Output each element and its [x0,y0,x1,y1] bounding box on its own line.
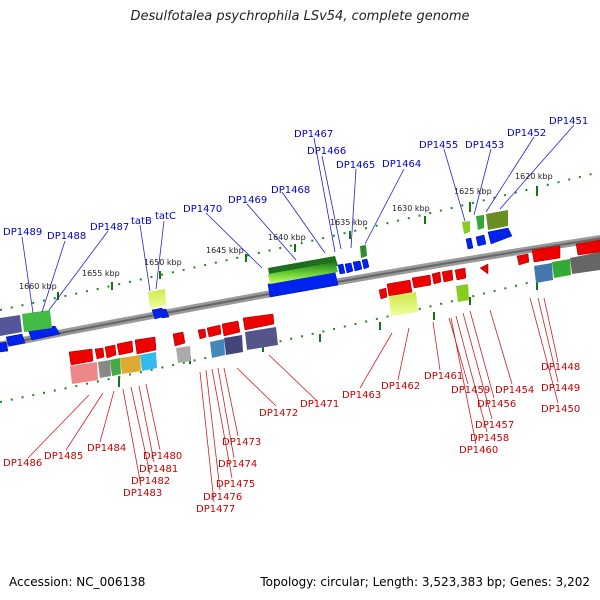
gene-label: tatB [131,216,152,227]
gene-label: DP1482 [131,476,170,487]
scale-label: 1630 kbp [392,204,430,213]
scale-label: 1645 kbp [206,246,244,255]
gene-label: DP1457 [475,420,514,431]
gene-label: DP1477 [196,504,235,515]
leader-lines-bottom [27,297,559,503]
gene-label: DP1474 [218,459,257,470]
gene-label: DP1489 [3,227,42,238]
gene-label: DP1471 [300,399,339,410]
scale-ruler-bottom [0,264,600,403]
scale-label: 1660 kbp [19,282,57,291]
scale-label: 1650 kbp [144,258,182,267]
genome-backbone [0,235,600,349]
scale-ruler-top [0,171,600,311]
gene-label: DP1466 [307,146,346,157]
gene-label: DP1475 [216,479,255,490]
leader-lines-top [21,124,575,314]
gene-label: DP1464 [382,159,421,170]
gene-labels-top[interactable]: DP1451 DP1452 DP1453 DP1455 DP1464 DP146… [3,116,588,242]
gene-label: DP1487 [90,222,129,233]
gene-label: DP1452 [507,128,546,139]
gene-label: DP1456 [477,399,516,410]
gene-label: DP1455 [419,140,458,151]
gene-labels-bottom[interactable]: DP1448 DP1449 DP1450 DP1454 DP1456 DP145… [3,362,580,515]
gene-label: DP1451 [549,116,588,127]
gene-label: DP1460 [459,445,498,456]
gene-label: DP1484 [87,443,126,454]
scale-label: 1620 kbp [515,172,553,181]
feature-tracks [0,210,600,384]
gene-label: DP1470 [183,204,222,215]
gene-label: DP1453 [465,140,504,151]
gene-label: DP1458 [470,433,509,444]
gene-label: DP1454 [495,385,534,396]
gene-label: DP1461 [424,371,463,382]
gene-label: DP1481 [139,464,178,475]
scale-label: 1640 kbp [268,233,306,242]
scale-label: 1655 kbp [82,269,120,278]
gene-label: DP1448 [541,362,580,373]
gene-label: DP1485 [44,451,83,462]
gene-label: DP1480 [143,451,182,462]
scale-label: 1635 kbp [330,218,368,227]
topology-summary: Topology: circular; Length: 3,523,383 bp… [260,575,590,589]
gene-label: tatC [155,211,176,222]
gene-label: DP1486 [3,458,42,469]
gene-label: DP1465 [336,160,375,171]
gene-label: DP1467 [294,129,333,140]
gene-label: DP1483 [123,488,162,499]
gene-label: DP1450 [541,404,580,415]
gene-label: DP1462 [381,381,420,392]
forward-genes[interactable] [0,227,513,353]
gene-label: DP1473 [222,437,261,448]
gene-label: DP1449 [541,383,580,394]
gene-label: DP1488 [47,231,86,242]
gene-label: DP1463 [342,390,381,401]
gene-label: DP1459 [451,385,490,396]
accession-text: Accession: NC_006138 [9,575,146,589]
gene-label: DP1472 [259,408,298,419]
gene-label: DP1469 [228,195,267,206]
reverse-genes[interactable] [68,239,600,366]
map-title: Desulfotalea psychrophila LSv54, complet… [130,9,470,24]
gene-label: DP1476 [203,492,242,503]
scale-labels: 1620 kbp 1625 kbp 1630 kbp 1635 kbp 1640… [19,172,553,291]
gene-label: DP1468 [271,185,310,196]
scale-label: 1625 kbp [454,187,492,196]
